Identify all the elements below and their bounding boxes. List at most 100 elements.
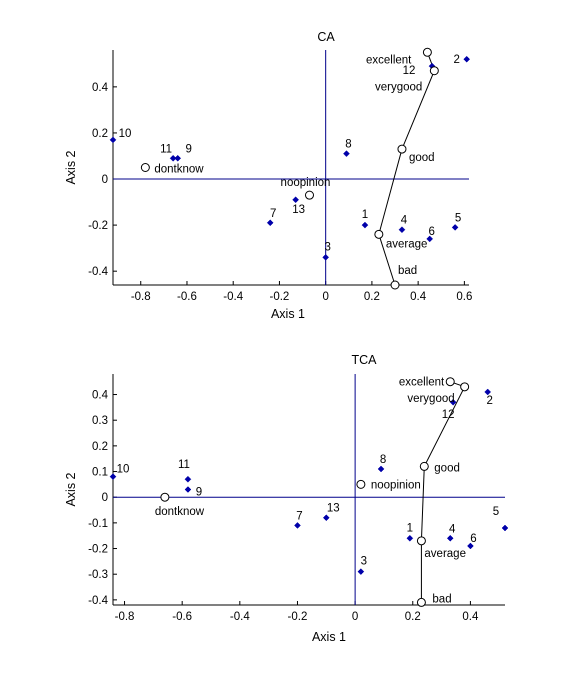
y-tick-label: -0.4 (88, 595, 108, 607)
row-point-label: 12 (403, 65, 416, 77)
row-point-label: 13 (327, 503, 340, 515)
row-point-label: 8 (345, 139, 351, 151)
x-axis-label: Axis 1 (312, 630, 346, 644)
row-point-label: 4 (449, 523, 456, 535)
row-point-label: 1 (407, 522, 413, 534)
row-point-label: 6 (470, 533, 476, 545)
row-point-13 (322, 514, 330, 522)
row-point-6 (426, 235, 434, 243)
row-point-label: 9 (186, 143, 192, 155)
x-tick-label: 0.4 (410, 291, 427, 303)
column-point-label: bad (398, 265, 417, 277)
column-point-label: average (424, 548, 466, 560)
column-point-label: good (409, 152, 435, 164)
row-point-label: 5 (455, 212, 461, 224)
column-point-average (416, 536, 426, 546)
row-point-9 (174, 154, 182, 162)
row-point-label: 7 (270, 208, 276, 220)
y-tick-label: -0.1 (88, 518, 108, 530)
row-point-9 (184, 486, 192, 493)
row-point-label: 3 (324, 241, 330, 253)
row-point-2 (484, 388, 492, 396)
y-tick-label: 0.4 (92, 82, 109, 94)
row-point-label: 6 (428, 226, 434, 238)
column-point-good (419, 461, 429, 471)
y-axis-label: Axis 2 (64, 472, 78, 506)
row-point-8 (377, 465, 385, 473)
row-point-6 (467, 542, 474, 550)
y-tick-label: -0.4 (88, 266, 108, 278)
column-point-bad (416, 597, 426, 607)
y-tick-label: 0.2 (92, 128, 108, 140)
row-point-13 (292, 196, 299, 204)
y-tick-label: 0.3 (92, 415, 108, 427)
row-point-label: 3 (361, 556, 367, 568)
column-point-noopinion (356, 479, 366, 489)
column-point-verygood (460, 382, 470, 392)
x-tick-label: 0.4 (462, 611, 479, 623)
row-point-7 (266, 219, 274, 227)
column-point-dontknow (160, 492, 170, 502)
column-point-verygood (429, 66, 439, 76)
column-point-noopinion (304, 190, 314, 200)
row-point-5 (501, 524, 509, 532)
row-point-label: 1 (362, 209, 368, 221)
row-point-8 (343, 150, 350, 158)
column-point-bad (390, 280, 400, 290)
x-tick-label: 0 (322, 291, 328, 303)
column-point-good (397, 144, 407, 154)
x-tick-label: -0.6 (177, 291, 197, 303)
y-tick-label: 0.1 (92, 467, 108, 479)
x-tick-label: 0.2 (364, 291, 380, 303)
row-point-label: 10 (117, 464, 130, 476)
x-tick-label: -0.4 (230, 611, 250, 623)
x-tick-label: 0.6 (456, 291, 472, 303)
row-point-label: 7 (296, 510, 302, 522)
column-point-label: excellent (399, 377, 445, 389)
panel-tca: TCA -0.8 -0.6 -0.4 -0.2 0 0.2 0.4 -0.4 -0.3 -0.2 -0… (64, 353, 509, 644)
row-point-label: 8 (380, 454, 386, 466)
row-point-label: 9 (196, 487, 202, 499)
row-point-10 (109, 136, 117, 144)
column-point-label: dontknow (154, 164, 204, 176)
column-point-label: noopinion (371, 479, 421, 491)
y-tick-label: -0.2 (88, 544, 108, 556)
row-point-7 (294, 522, 301, 529)
row-point-label: 5 (493, 506, 499, 518)
column-point-excellent (445, 377, 455, 387)
column-point-label: noopinion (281, 177, 331, 189)
chart-title: TCA (352, 353, 378, 367)
row-point-2 (463, 55, 471, 63)
column-point-label: dontknow (155, 506, 205, 518)
column-point-dontknow (140, 163, 150, 172)
x-tick-label: -0.6 (172, 611, 192, 623)
row-point-label: 12 (442, 409, 455, 421)
row-point-3 (322, 253, 330, 261)
row-point-1 (361, 221, 369, 229)
row-point-label: 4 (401, 215, 408, 227)
column-point-label: verygood (375, 82, 422, 94)
y-tick-label: 0 (102, 492, 108, 504)
column-point-excellent (422, 47, 432, 57)
y-tick-label: 0.4 (92, 390, 109, 402)
x-tick-label: -0.2 (288, 611, 308, 623)
x-tick-label: -0.8 (131, 291, 151, 303)
column-point-average (374, 229, 384, 239)
row-point-4 (398, 226, 406, 234)
row-point-label: 11 (160, 143, 172, 155)
row-point-3 (357, 568, 365, 575)
row-point-label: 2 (487, 395, 493, 407)
x-tick-label: -0.2 (270, 291, 290, 303)
row-point-10 (109, 473, 117, 481)
row-point-label: 2 (453, 54, 459, 66)
row-point-12 (449, 398, 457, 406)
row-point-11 (184, 475, 192, 483)
column-point-label: good (434, 462, 460, 474)
row-point-label: 11 (178, 459, 190, 471)
row-point-label: 10 (119, 128, 132, 140)
row-point-11 (169, 154, 177, 162)
y-axis-label: Axis 2 (64, 150, 78, 184)
column-point-label: bad (432, 593, 451, 605)
panel-ca: CA -0.8 -0.6 -0.4 -0.2 0 0.2 0.4 0.6 -0.4 -0.2 0 0.2… (64, 30, 472, 321)
